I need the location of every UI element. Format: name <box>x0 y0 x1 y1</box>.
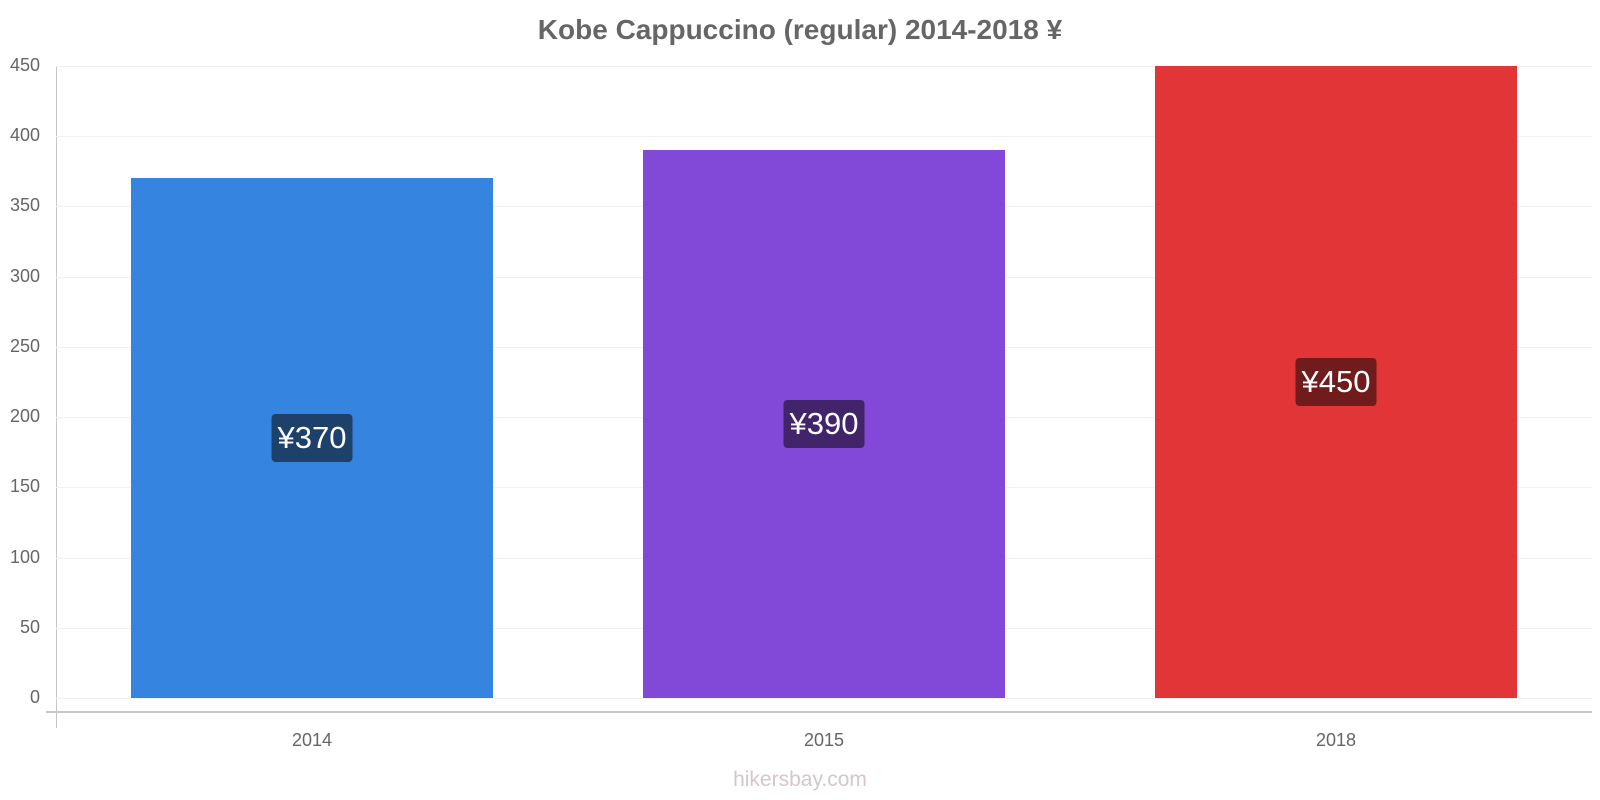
y-tick-label: 450 <box>9 55 40 75</box>
bar-2018[interactable]: ¥450 <box>1155 66 1517 698</box>
x-tick-label: 2014 <box>291 730 333 750</box>
y-tick-label: 250 <box>9 335 40 356</box>
chart-title: Kobe Cappuccino (regular) 2014-2018 ¥ <box>537 14 1063 45</box>
y-tick-label: 100 <box>9 546 40 567</box>
x-tick-label: 2015 <box>803 730 845 750</box>
bar-value-label: ¥370 <box>271 414 353 463</box>
y-axis-line <box>56 66 57 728</box>
x-tick-label: 2018 <box>1315 730 1357 750</box>
y-tick-label: 0 <box>29 687 40 707</box>
plot-area: ¥370 ¥390 ¥450 <box>56 66 1592 699</box>
y-tick-label: 350 <box>9 195 40 216</box>
y-tick-label: 200 <box>9 406 40 427</box>
y-tick-label: 300 <box>9 265 40 286</box>
gridline <box>56 698 1592 699</box>
gridline <box>56 66 1592 67</box>
watermark: hikersbay.com <box>733 768 867 791</box>
y-tick-label: 50 <box>19 616 40 637</box>
x-axis-line <box>46 711 1592 713</box>
bar-value-label: ¥390 <box>783 400 865 449</box>
bar-value-label: ¥450 <box>1295 358 1377 406</box>
y-tick-label: 400 <box>9 125 40 146</box>
bar-2014[interactable]: ¥370 <box>131 178 493 698</box>
y-tick-label: 150 <box>9 476 40 497</box>
gridline <box>56 136 1592 138</box>
bar-2015[interactable]: ¥390 <box>643 150 1005 698</box>
